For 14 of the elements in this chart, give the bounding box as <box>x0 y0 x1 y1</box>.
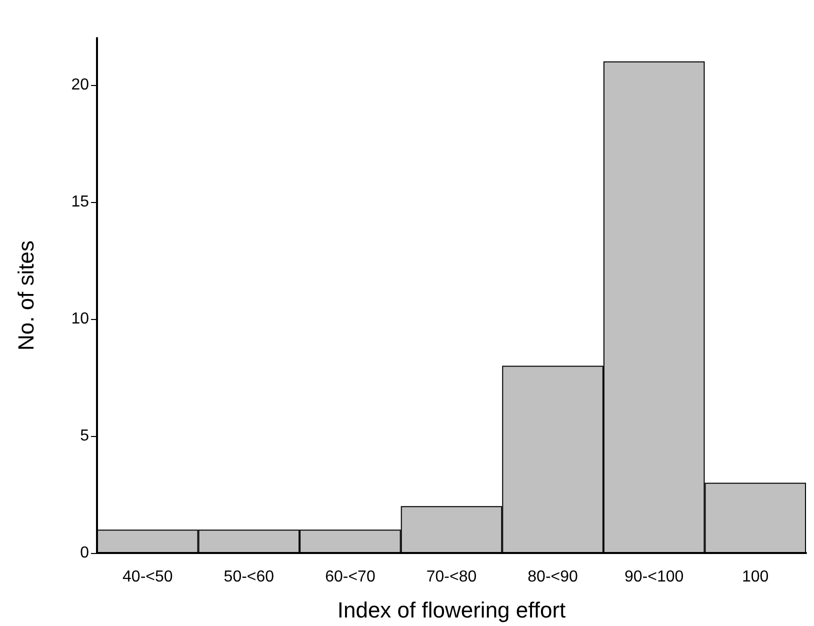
y-tick-label: 10 <box>71 310 90 328</box>
x-tick-label: 50-<60 <box>224 568 274 586</box>
x-tick-label: 40-<50 <box>122 568 173 586</box>
y-tick-label: 15 <box>71 193 90 210</box>
x-axis-title: Index of flowering effort <box>337 598 566 622</box>
x-tick-label: 100 <box>742 568 769 586</box>
x-tick-label: 80-<90 <box>528 568 578 586</box>
x-tick-label: 70-<80 <box>426 568 477 586</box>
x-tick-label: 60-<70 <box>325 568 376 586</box>
y-tick-label: 5 <box>80 427 90 444</box>
y-axis-title: No. of sites <box>14 240 38 351</box>
y-tick-label: 20 <box>71 76 90 94</box>
x-tick-label: 90-<100 <box>624 568 684 586</box>
y-tick-label: 0 <box>80 544 90 562</box>
